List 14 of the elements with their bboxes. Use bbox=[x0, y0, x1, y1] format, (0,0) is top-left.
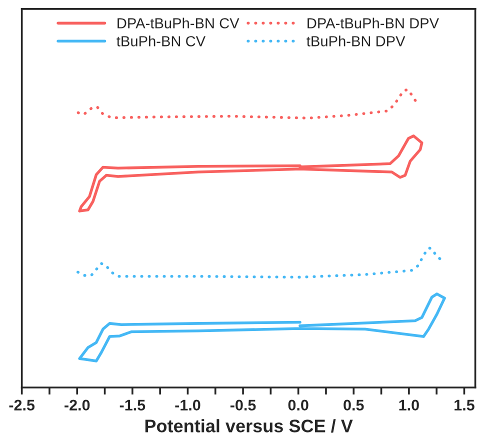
legend-label: tBuPh-BN DPV bbox=[306, 36, 406, 46]
x-tick-label: -0.5 bbox=[230, 400, 256, 411]
x-tick-label: -2.5 bbox=[9, 400, 35, 411]
legend-label: DPA-tBuPh-BN DPV bbox=[308, 18, 439, 28]
x-tick-label: -1.0 bbox=[175, 400, 200, 411]
x-tick-label: -1.5 bbox=[120, 400, 146, 411]
legend-label: tBuPh-BN CV bbox=[116, 36, 206, 46]
x-tick-label: 0.5 bbox=[344, 400, 364, 411]
legend-label: DPA-tBuPh-BN CV bbox=[118, 18, 240, 28]
x-tick-label: -2.0 bbox=[64, 400, 90, 411]
x-axis-title: Potential versus SCE / V bbox=[145, 419, 353, 433]
x-tick-label: 1.5 bbox=[454, 400, 474, 411]
x-tick-label: 1.0 bbox=[399, 400, 419, 411]
x-tick-label: 0.0 bbox=[288, 400, 308, 411]
